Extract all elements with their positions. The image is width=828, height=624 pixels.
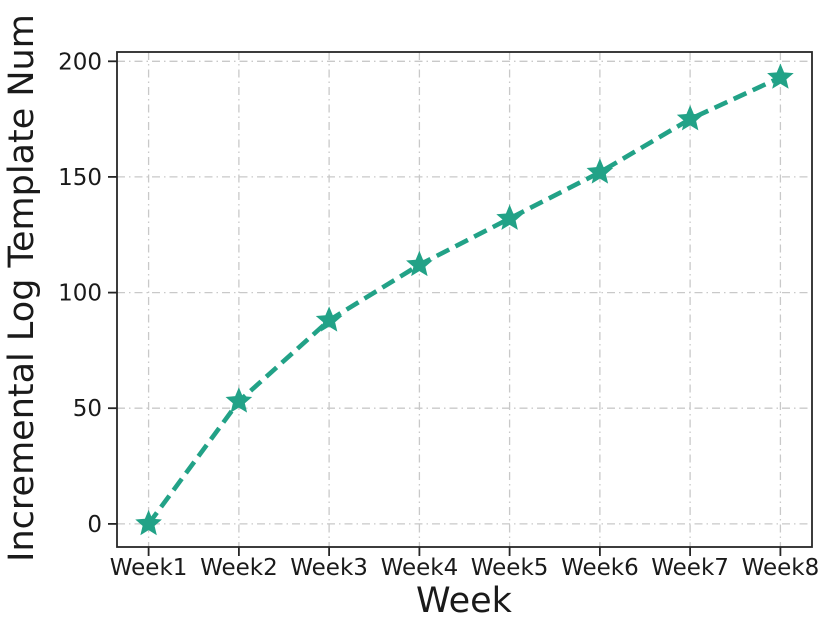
plot-border	[116, 51, 813, 548]
data-point-marker	[225, 387, 253, 413]
series-line	[146, 75, 782, 526]
data-point-marker	[496, 204, 523, 230]
y-axis-label: Incremental Log Template Num	[2, 14, 42, 562]
y-tick-label: 0	[87, 512, 102, 538]
data-point-marker	[406, 250, 433, 277]
data-point-marker	[135, 509, 162, 536]
tick-labels: Week1 Week2 Week3 Week4 Week5 Week6 Week7 Week8…	[58, 49, 819, 581]
x-axis-label: Week	[416, 581, 513, 620]
x-tick-label: Week6	[561, 555, 639, 581]
data-point-marker	[767, 63, 794, 89]
x-tick-label: Week5	[471, 555, 549, 581]
data-series	[135, 63, 794, 536]
gridlines	[117, 52, 812, 547]
axes	[108, 51, 813, 556]
data-point-marker	[676, 105, 704, 131]
y-tick-label: 50	[73, 396, 102, 422]
x-tick-label: Week7	[651, 555, 729, 581]
y-tick-label: 200	[58, 49, 102, 75]
x-tick-label: Week4	[381, 555, 459, 581]
x-tick-label: Week2	[200, 555, 278, 581]
data-point-marker	[586, 158, 614, 184]
y-tick-label: 150	[58, 165, 102, 191]
data-point-marker	[315, 306, 343, 332]
x-tick-label: Week1	[110, 555, 188, 581]
x-tick-label: Week8	[742, 555, 820, 581]
y-tick-label: 100	[58, 281, 102, 307]
x-tick-label: Week3	[290, 555, 368, 581]
